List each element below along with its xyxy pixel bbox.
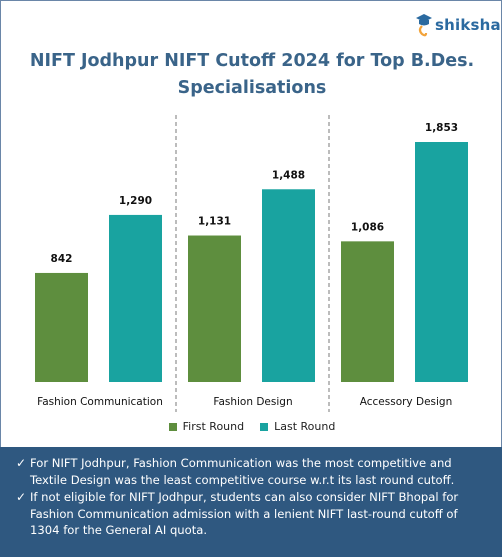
brand-name: shiksha: [435, 16, 501, 34]
note-item: ✓ If not eligible for NIFT Jodhpur, stud…: [16, 489, 488, 539]
chart-title-line1: NIFT Jodhpur NIFT Cutoff 2024 for Top B.…: [29, 51, 475, 71]
category-label: Accessory Design: [360, 396, 453, 408]
data-label: 1,086: [351, 221, 384, 233]
data-label: 1,488: [272, 169, 305, 181]
legend-label-first-round: First Round: [182, 420, 245, 433]
bar-first-round: [341, 241, 394, 382]
category-label: Fashion Design: [213, 396, 292, 408]
data-label: 1,131: [198, 216, 231, 228]
data-label: 1,290: [119, 195, 152, 207]
chart-legend: First Round Last Round: [0, 420, 504, 433]
bar-last-round: [415, 142, 468, 382]
graduation-cap-icon: [416, 14, 432, 37]
brand-logo: shiksha: [415, 10, 501, 40]
notes-panel: ✓ For NIFT Jodhpur, Fashion Communicatio…: [0, 447, 502, 557]
legend-swatch-first-round: [168, 422, 177, 431]
chart-title: NIFT Jodhpur NIFT Cutoff 2024 for Top B.…: [0, 48, 504, 102]
bar-chart: 842 1,290 Fashion Communication 1,131 1,488 F…: [35, 115, 468, 412]
data-label: 842: [51, 253, 73, 265]
legend-item-first-round: First Round: [168, 420, 245, 433]
category-label: Fashion Communication: [37, 396, 163, 408]
checkmark-icon: ✓: [16, 490, 27, 504]
bar-first-round: [35, 272, 88, 382]
bar-last-round: [109, 214, 162, 382]
bar-last-round: [262, 189, 315, 382]
data-label: 1,853: [425, 122, 458, 134]
bar-first-round: [188, 235, 241, 382]
note-item: ✓ For NIFT Jodhpur, Fashion Communicatio…: [16, 455, 488, 488]
chart-title-line2: Specialisations: [177, 78, 327, 98]
checkmark-icon: ✓: [16, 456, 27, 470]
legend-swatch-last-round: [260, 422, 269, 431]
legend-label-last-round: Last Round: [274, 420, 336, 433]
note-text: For NIFT Jodhpur, Fashion Communication …: [30, 456, 455, 487]
legend-item-last-round: Last Round: [260, 420, 335, 433]
note-text: If not eligible for NIFT Jodhpur, studen…: [30, 490, 459, 537]
